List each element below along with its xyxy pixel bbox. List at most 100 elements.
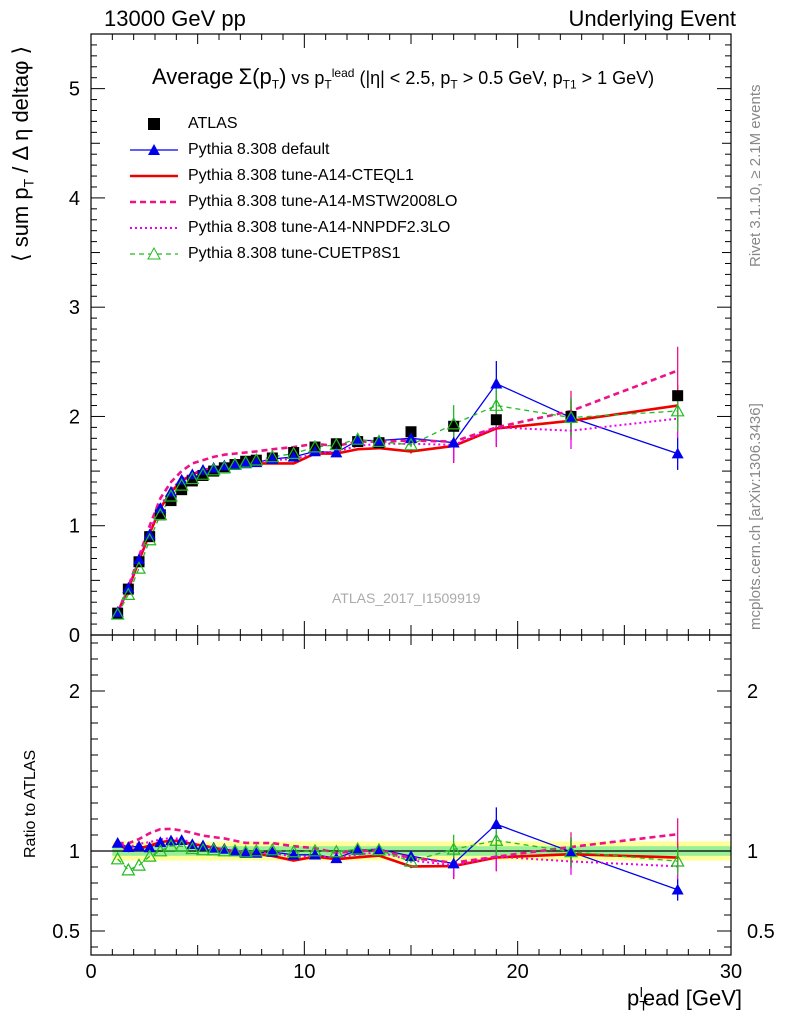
series-ratio-marker <box>265 842 280 856</box>
series-marker <box>206 462 221 476</box>
data-point <box>448 420 460 432</box>
series-ratio-marker <box>563 844 579 858</box>
series-ratio-marker <box>330 852 343 864</box>
series-ratio-marker <box>133 840 145 852</box>
series-ratio-marker <box>110 851 125 865</box>
main-ylabel-sub: T <box>20 178 37 188</box>
series-marker <box>351 434 364 446</box>
series-marker <box>403 437 419 451</box>
main-y-tick-label: 4 <box>69 188 80 210</box>
series-marker <box>565 411 577 423</box>
data-point <box>330 438 342 450</box>
legend-symbol <box>130 227 178 229</box>
series-ratio-marker <box>163 838 179 852</box>
series-marker <box>286 446 301 460</box>
legend-label: Pythia 8.308 tune-A14-CTEQL1 <box>188 167 414 184</box>
series-line <box>116 417 678 613</box>
legend-label: Pythia 8.308 tune-CUETP8S1 <box>188 245 401 262</box>
x-tick-label: 20 <box>507 961 529 983</box>
data-point <box>405 426 417 438</box>
title-sigma: Σ(p <box>238 64 272 89</box>
series-line <box>116 369 679 613</box>
series-marker <box>238 455 253 468</box>
legend-symbol-mark <box>147 246 161 260</box>
main-y-axis-label: ⟨ sum pT / Δ η deltaφ ⟩ <box>8 46 36 262</box>
data-point <box>490 414 502 426</box>
series-ratio-marker <box>154 836 167 848</box>
title-cuts-end: > 1 GeV) <box>576 68 655 88</box>
main-y-tick-label: 5 <box>69 79 80 101</box>
series-ratio-marker <box>206 842 221 856</box>
series-ratio-marker <box>565 845 577 857</box>
series-marker <box>163 488 179 502</box>
series-marker <box>249 452 264 466</box>
series-ratio-marker <box>217 843 232 857</box>
title-cuts-mid: > 0.5 GeV, p <box>457 68 563 88</box>
x-tick-label: 0 <box>85 961 96 983</box>
data-point <box>197 469 209 481</box>
series-ratio-marker <box>329 844 344 858</box>
ratio-y-axis-label: Ratio to ATLAS <box>22 749 39 858</box>
legend-symbol <box>130 144 178 155</box>
series-marker <box>309 445 321 457</box>
series-marker <box>121 587 136 600</box>
xlabel-start: p <box>626 985 640 1011</box>
series-ratio-marker <box>239 847 252 858</box>
series-ratio-marker <box>351 844 364 855</box>
x-tick-label: 10 <box>293 961 315 983</box>
main-ylabel-end: / Δ η deltaφ ⟩ <box>8 45 33 179</box>
legend-label: Pythia 8.308 tune-A14-MSTW2008LO <box>188 193 458 210</box>
series-ratio-line <box>117 827 678 865</box>
title-cuts-sub: T <box>450 77 458 92</box>
analysis-id-watermark: ATLAS_2017_I1509919 <box>332 590 481 606</box>
series-ratio-marker <box>121 862 136 876</box>
legend-symbol <box>148 118 160 130</box>
series-ratio-marker <box>143 841 156 853</box>
title-sigma-sub: T <box>271 77 280 92</box>
main-y-tick-label: 3 <box>69 297 80 319</box>
ratio-y-tick-label-right: 1 <box>747 841 758 863</box>
x-axis-label: pTlead [GeV] <box>627 984 742 1014</box>
legend-symbol <box>130 246 178 260</box>
series-ratio-marker <box>142 849 157 862</box>
title-sigma-close: ) <box>279 64 287 89</box>
title-cuts-sub2: T1 <box>562 77 577 92</box>
series-ratio-marker <box>238 844 253 858</box>
series-ratio-marker <box>447 857 460 869</box>
series-marker <box>329 437 344 451</box>
ratio-y-tick-label: 1 <box>69 841 80 863</box>
xlabel-sup: l <box>639 984 643 1000</box>
series-marker <box>217 460 232 474</box>
series-ratio-marker <box>373 843 385 854</box>
series-ratio-marker <box>286 844 301 858</box>
series-marker <box>239 457 252 469</box>
legend-symbol-mark <box>148 118 160 130</box>
series-marker <box>563 410 579 423</box>
series-ratio-marker <box>309 848 321 860</box>
series-line <box>117 404 678 615</box>
series-ratio-marker <box>249 843 264 857</box>
series-ratio-marker <box>174 838 189 852</box>
series-ratio-marker <box>350 841 365 855</box>
main-plot-frame <box>90 33 732 636</box>
series-marker <box>447 436 460 448</box>
series-marker <box>133 553 145 565</box>
title-vs-sub: T <box>324 77 332 92</box>
series-ratio-marker <box>671 883 684 895</box>
series-marker <box>371 434 387 447</box>
series-marker <box>489 398 504 411</box>
series-marker <box>227 457 243 470</box>
chart-title: Average Σ(pT) vs pTlead (|η| < 2.5, pT >… <box>152 64 654 92</box>
series-ratio-marker <box>229 845 241 856</box>
series-marker <box>670 403 685 417</box>
ratio-plot-frame <box>90 634 732 956</box>
rivet-version-label: Rivet 3.1.10, ≥ 2.1M events <box>747 84 764 268</box>
series-ratio-marker <box>490 818 503 829</box>
series-marker <box>446 416 461 430</box>
xlabel-sub: T <box>639 997 648 1014</box>
series-marker <box>131 561 147 574</box>
legend-label: Pythia 8.308 default <box>188 141 330 158</box>
series-marker <box>229 458 241 470</box>
series-marker <box>174 478 189 491</box>
collision-energy-label: 13000 GeV pp <box>104 6 246 31</box>
